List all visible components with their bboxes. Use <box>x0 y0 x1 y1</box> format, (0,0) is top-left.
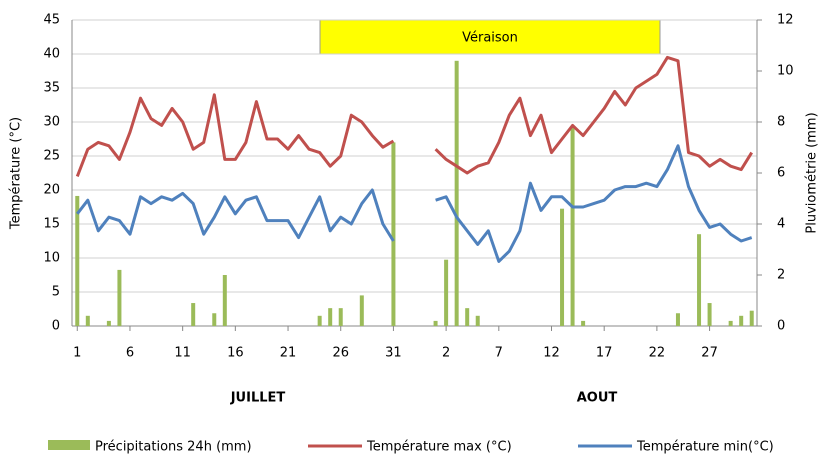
bar <box>85 315 90 326</box>
veraison-box <box>319 19 661 55</box>
x-tick-label: 22 <box>649 346 666 361</box>
x-tick-label: 21 <box>280 346 297 361</box>
y-tick-label: 15 <box>43 217 60 232</box>
bar <box>475 315 480 326</box>
annotation: Véraison <box>462 31 518 46</box>
bar <box>739 315 744 326</box>
bar <box>454 60 459 327</box>
bar <box>75 195 80 326</box>
x-tick-label: 16 <box>227 346 244 361</box>
x-tick-label: 2 <box>442 346 450 361</box>
bar <box>749 310 754 326</box>
y2-tick-label: 6 <box>777 166 785 181</box>
y-tick-label: 25 <box>43 149 60 164</box>
x-tick-label: 12 <box>543 346 560 361</box>
y-axis-title: Température (°C) <box>9 117 24 230</box>
y2-axis-title: Pluviométrie (mm) <box>805 112 820 233</box>
legend-label: Température max (°C) <box>366 440 512 455</box>
group-label: AOUT <box>577 391 618 406</box>
bar <box>317 315 322 326</box>
line <box>76 144 753 263</box>
y2-tick-label: 8 <box>777 115 785 130</box>
x-tick-label: 26 <box>332 346 349 361</box>
bar <box>675 313 680 326</box>
y-tick-label: 35 <box>43 81 60 96</box>
legend-label: Précipitations 24h (mm) <box>95 440 252 455</box>
x-tick-label: 27 <box>701 346 718 361</box>
bar <box>697 234 702 326</box>
bar <box>728 320 733 326</box>
x-tick-label: 7 <box>495 346 503 361</box>
bar <box>433 320 438 326</box>
legend-label: Température min(°C) <box>636 440 774 455</box>
x-tick-label: 6 <box>126 346 134 361</box>
y2-tick-label: 10 <box>777 64 794 79</box>
y-tick-label: 30 <box>43 115 60 130</box>
y-tick-label: 20 <box>43 183 60 198</box>
bar <box>338 308 343 326</box>
y-tick-label: 0 <box>52 319 60 334</box>
y-tick-label: 5 <box>52 285 60 300</box>
y-tick-label: 40 <box>43 47 60 62</box>
bar <box>707 303 712 326</box>
line <box>75 55 753 177</box>
x-tick-label: 1 <box>73 346 81 361</box>
bar <box>191 303 196 326</box>
y-tick-label: 45 <box>43 13 60 28</box>
bar <box>560 208 565 326</box>
bar <box>444 259 449 326</box>
x-tick-label: 17 <box>596 346 613 361</box>
y2-tick-label: 4 <box>777 217 785 232</box>
bar <box>212 313 217 326</box>
bar <box>465 308 470 326</box>
x-tick-label: 11 <box>174 346 191 361</box>
x-tick-label: 31 <box>385 346 402 361</box>
bar <box>359 295 364 326</box>
y2-tick-label: 2 <box>777 268 785 283</box>
bar <box>391 142 396 326</box>
y2-tick-label: 12 <box>777 13 794 28</box>
bar <box>328 308 333 326</box>
bar <box>570 127 575 326</box>
legend-swatch <box>48 440 90 450</box>
bar <box>222 275 227 326</box>
group-label: JUILLET <box>230 391 286 406</box>
bar <box>106 320 111 326</box>
bar <box>581 320 586 326</box>
y-tick-label: 10 <box>43 251 60 266</box>
y2-tick-label: 0 <box>777 319 785 334</box>
bar <box>117 269 122 326</box>
